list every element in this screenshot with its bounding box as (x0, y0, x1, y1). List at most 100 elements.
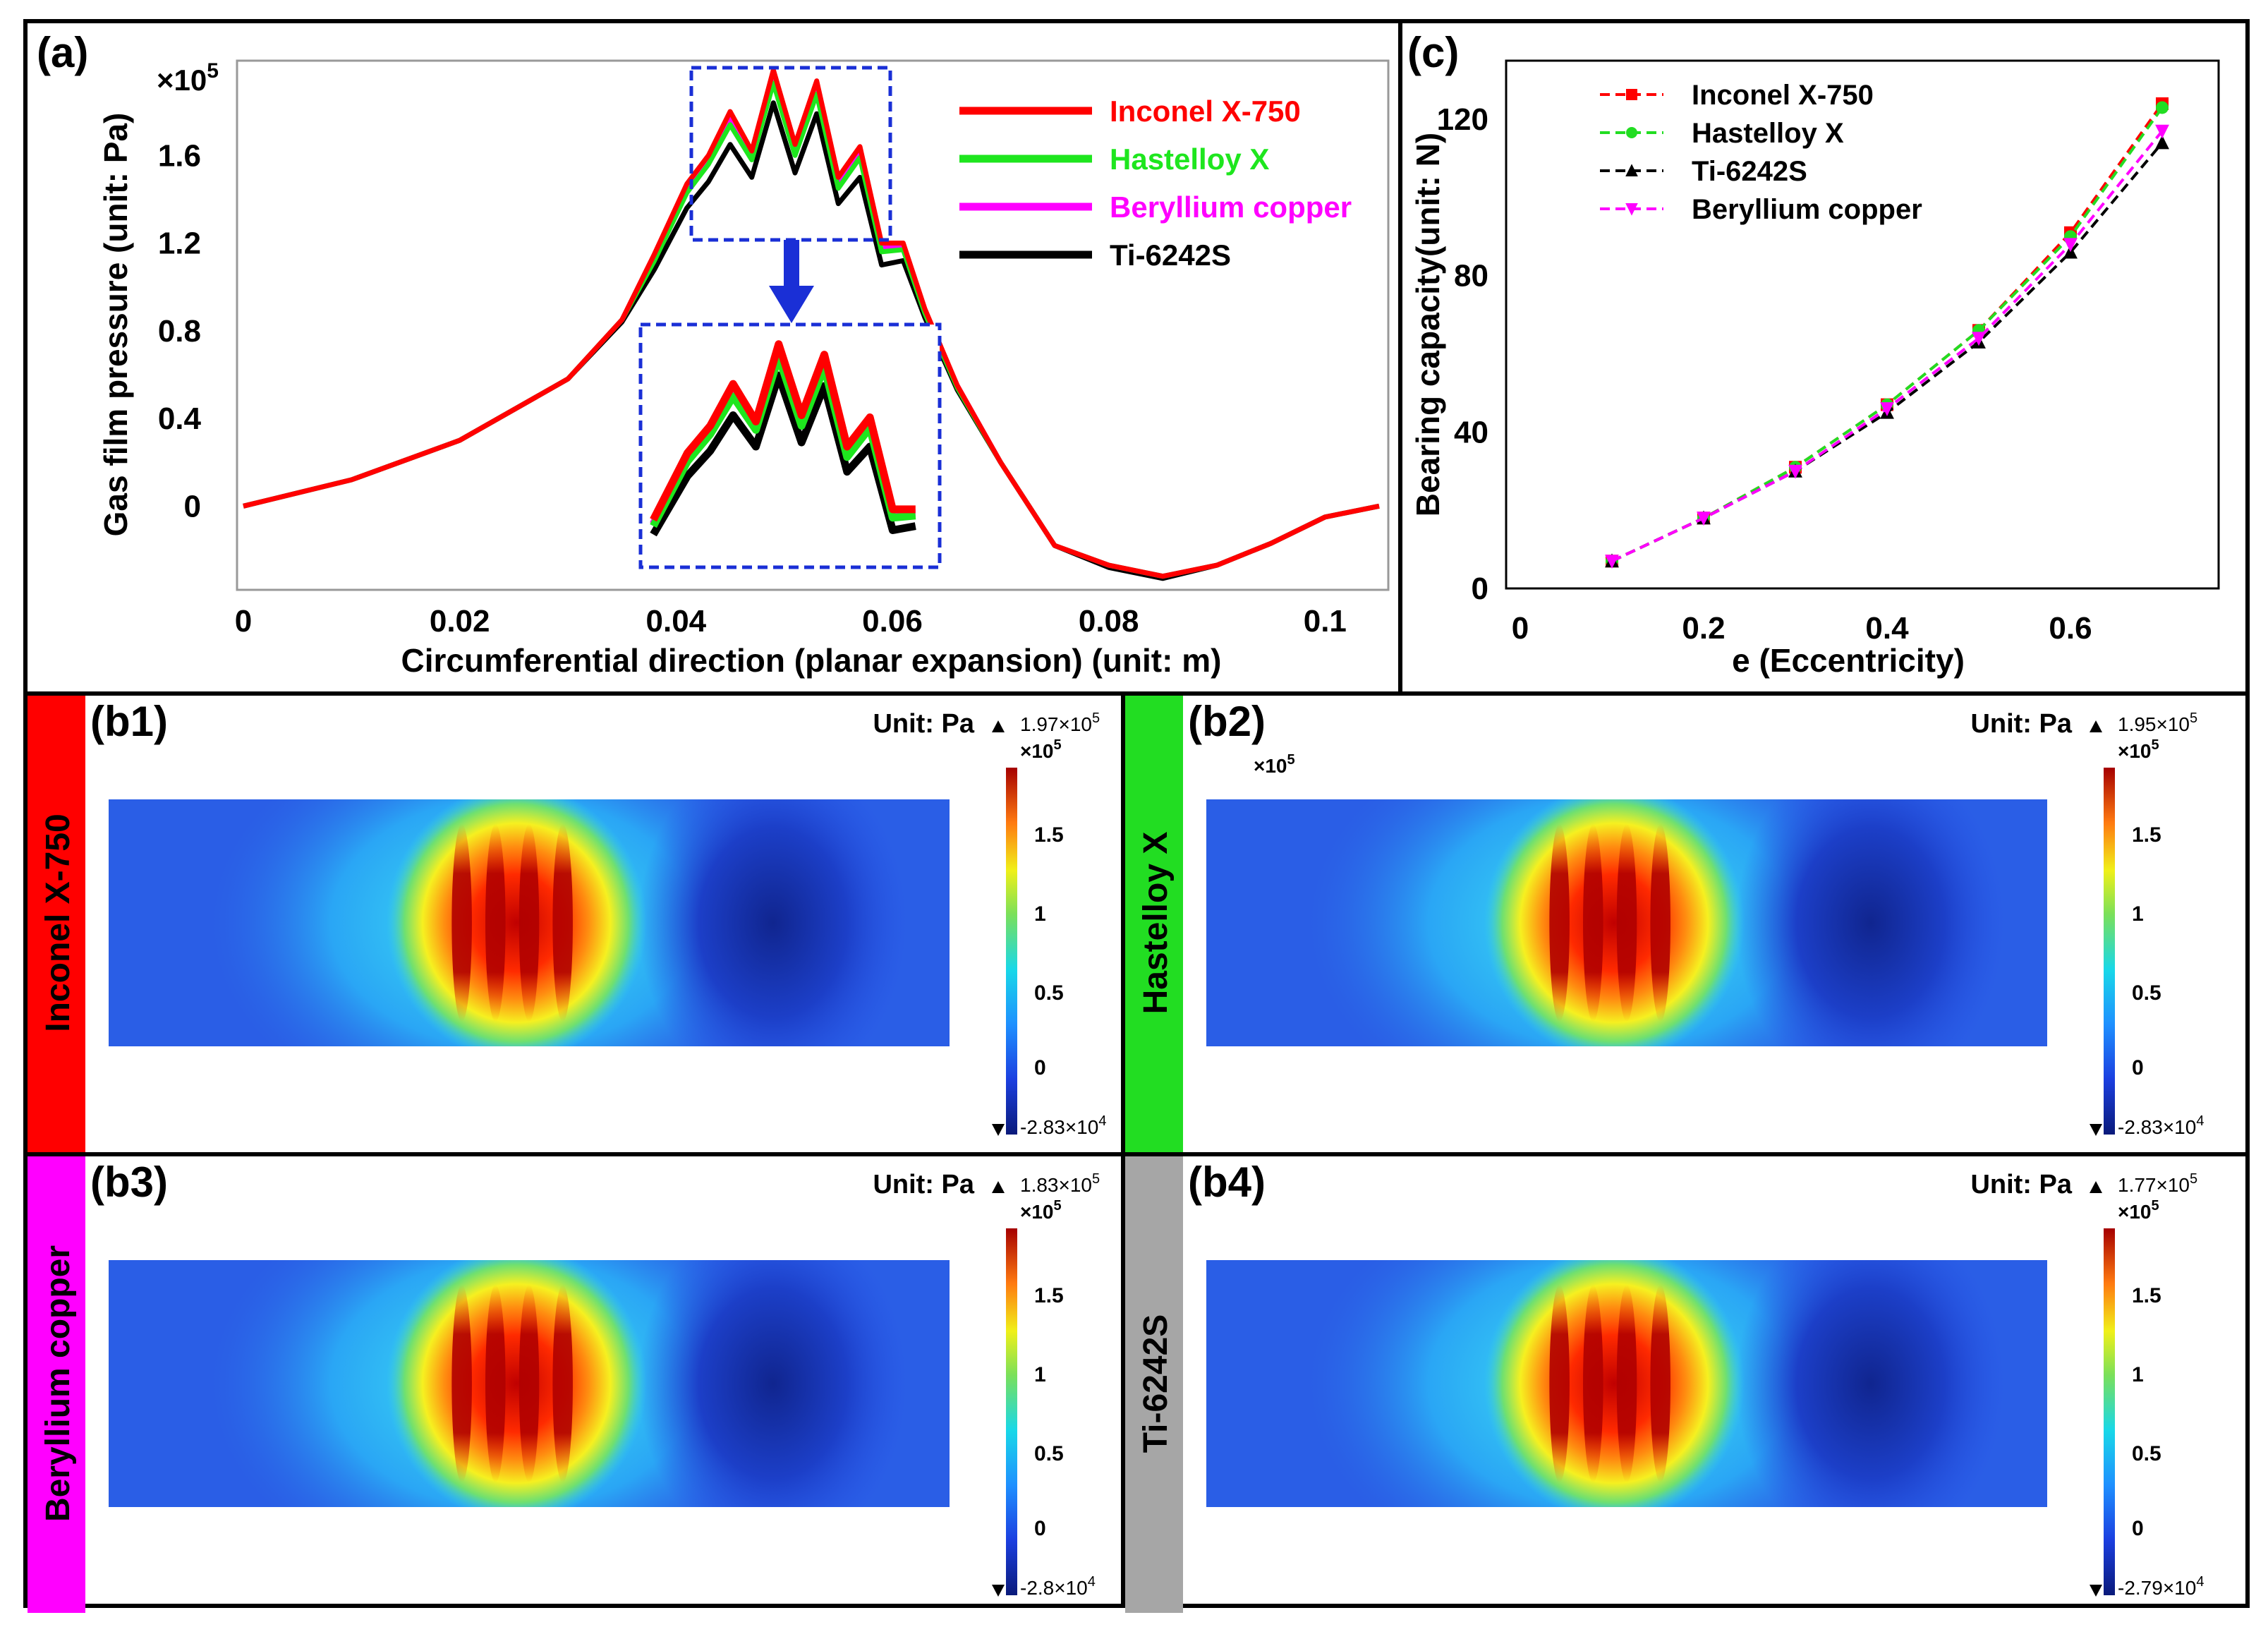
panel-a-y-axis-label: Gas film pressure (unit: Pa) (97, 113, 134, 537)
pressure-contour-field (1206, 1260, 2047, 1507)
legend-label: Hastelloy X (1692, 118, 1844, 149)
min-value-label: -2.79×104 (2118, 1574, 2204, 1599)
series-line-inconel-x-750 (243, 67, 1380, 579)
colorbar-tick-label: 0.5 (1034, 1442, 1064, 1465)
material-label: Ti-6242S (1137, 1314, 1175, 1453)
material-band (1125, 696, 1183, 1152)
panel-c-y-tick-label: 80 (1454, 259, 1488, 294)
data-point-marker (2155, 135, 2169, 150)
panel-a-x-ticks: 0 0.02 0.04 0.06 0.08 0.1 (235, 604, 1347, 639)
colorbar-tick-label: 1 (2132, 902, 2144, 926)
max-value-label: 1.83×105 (1020, 1171, 1100, 1196)
colorbar-multiplier: ×105 (2118, 1198, 2159, 1223)
legend-label: Ti-6242S (1110, 238, 1231, 272)
material-band (28, 1156, 85, 1613)
data-point-marker (1605, 555, 1619, 569)
panel-c-y-axis-label: Bearing capacity(unit: N) (1409, 133, 1446, 516)
legend-label: Beryllium copper (1692, 194, 1922, 225)
legend-label: Beryllium copper (1110, 190, 1352, 224)
colorbar-multiplier: ×105 (1020, 737, 1062, 762)
panel-c-plot-frame (1505, 59, 2220, 590)
data-point-marker (1625, 203, 1638, 216)
panel-a-y-tick-label: 1.2 (158, 226, 201, 261)
min-value-label: -2.8×104 (1020, 1574, 1096, 1599)
min-value-label: -2.83×104 (1020, 1113, 1106, 1138)
data-point-marker (2155, 124, 2169, 139)
max-triangle-icon (992, 720, 1005, 732)
panel-c-legend: Inconel X-750 Hastelloy X Ti-6242S Berylliu… (1600, 80, 1922, 225)
panel-c-x-tick-label: 0.4 (1865, 611, 1909, 646)
material-label: Beryllium copper (40, 1245, 77, 1522)
min-triangle-icon (992, 1124, 1005, 1136)
panel-a: (a) ×105 0 0.4 0.8 1.2 1.6 0 0.02 0.04 0.06 0.08… (37, 29, 1390, 679)
panel-a-x-tick-label: 0.08 (1079, 604, 1139, 639)
data-point-marker (1697, 512, 1711, 526)
colorbar (1006, 768, 1017, 1135)
colorbar-tick-label: 1.5 (2132, 823, 2161, 847)
panel-c-y-tick-label: 120 (1437, 102, 1488, 137)
map-panel-label: (b3) (90, 1159, 168, 1206)
panel-a-y-tick-label: 0 (184, 489, 201, 524)
colorbar-tick-label: 1.5 (1034, 1284, 1064, 1307)
pressure-map-3: Beryllium copper (b3) 1.5 1 0.5 0 ×1051.83×105… (28, 1156, 1100, 1613)
panel-c-x-tick-label: 0.2 (1682, 611, 1725, 646)
colorbar (2104, 768, 2115, 1135)
panel-a-multiplier: ×105 (157, 59, 219, 97)
colorbar-tick-label: 1.5 (2132, 1284, 2161, 1307)
panel-c-x-tick-label: 0 (1512, 611, 1529, 646)
legend-label: Ti-6242S (1692, 156, 1807, 187)
inset-line-inconel-x-750 (650, 340, 916, 522)
unit-label: Unit: Pa (873, 1170, 974, 1199)
unit-label: Unit: Pa (1970, 1170, 2072, 1199)
colorbar-tick-label: 0.5 (2132, 981, 2161, 1005)
panel-c-series (1605, 97, 2169, 569)
legend-label: Inconel X-750 (1110, 95, 1301, 128)
pressure-contour-field (1206, 799, 2047, 1046)
panel-a-series (243, 67, 1380, 581)
data-point-marker (1972, 332, 1986, 346)
panel-a-x-tick-label: 0.06 (862, 604, 923, 639)
panel-c-y-tick-label: 40 (1454, 415, 1488, 449)
data-point-marker (1625, 164, 1638, 176)
panel-a-legend: Inconel X-750 Hastelloy X Beryllium copper… (959, 95, 1352, 272)
legend-label: Hastelloy X (1110, 143, 1269, 176)
pressure-maps: Inconel X-750(b1)1.510.50×1051.97×105-2.… (28, 696, 2204, 1613)
colorbar-tick-label: 1.5 (1034, 823, 1064, 847)
colorbar-multiplier: ×105 (2118, 737, 2159, 762)
panel-a-y-tick-label: 1.6 (158, 138, 201, 173)
max-value-label: 1.77×105 (2118, 1171, 2197, 1196)
panel-c-x-axis-label: e (Eccentricity) (1732, 642, 1965, 679)
colorbar-tick-label: 1 (1034, 902, 1046, 926)
panel-a-x-tick-label: 0 (235, 604, 252, 639)
colorbar-tick-label: 0 (2132, 1056, 2144, 1079)
min-triangle-icon (2090, 1585, 2102, 1597)
zoom-inset-curves (650, 340, 916, 537)
panel-c-y-ticks: 0 40 80 120 (1437, 102, 1488, 606)
colorbar-tick-label: 0.5 (1034, 981, 1064, 1005)
data-point-marker (1626, 89, 1637, 100)
colorbar-multiplier: ×105 (1020, 1198, 1062, 1223)
legend-label: Inconel X-750 (1692, 80, 1874, 111)
panel-c-label: (c) (1407, 29, 1459, 76)
panel-a-y-ticks: 0 0.4 0.8 1.2 1.6 (158, 138, 202, 524)
pressure-map-2: Hastelloy X(b2)1.510.50×1051.95×105-2.83… (1125, 696, 2204, 1152)
panel-a-y-tick-label: 0.4 (158, 401, 202, 436)
panel-c-y-tick-label: 0 (1472, 571, 1488, 606)
colorbar-tick-label: 0.5 (2132, 1442, 2161, 1465)
data-point-marker (2156, 101, 2169, 114)
max-value-label: 1.97×105 (1020, 710, 1100, 735)
material-label: Hastelloy X (1137, 832, 1175, 1015)
map-panel-label: (b4) (1188, 1159, 1266, 1206)
material-band (28, 696, 85, 1152)
colorbar (1006, 1228, 1017, 1595)
panel-a-x-tick-label: 0.1 (1304, 604, 1347, 639)
max-triangle-icon (2090, 1181, 2102, 1193)
colorbar-tick-label: 1 (2132, 1363, 2144, 1386)
field-multiplier: ×105 (1254, 752, 1295, 777)
map-panel-label: (b2) (1188, 698, 1266, 745)
unit-label: Unit: Pa (873, 709, 974, 739)
pressure-contour-field (109, 1260, 950, 1507)
pressure-contour-field (109, 799, 950, 1046)
zoom-arrow (769, 240, 814, 323)
